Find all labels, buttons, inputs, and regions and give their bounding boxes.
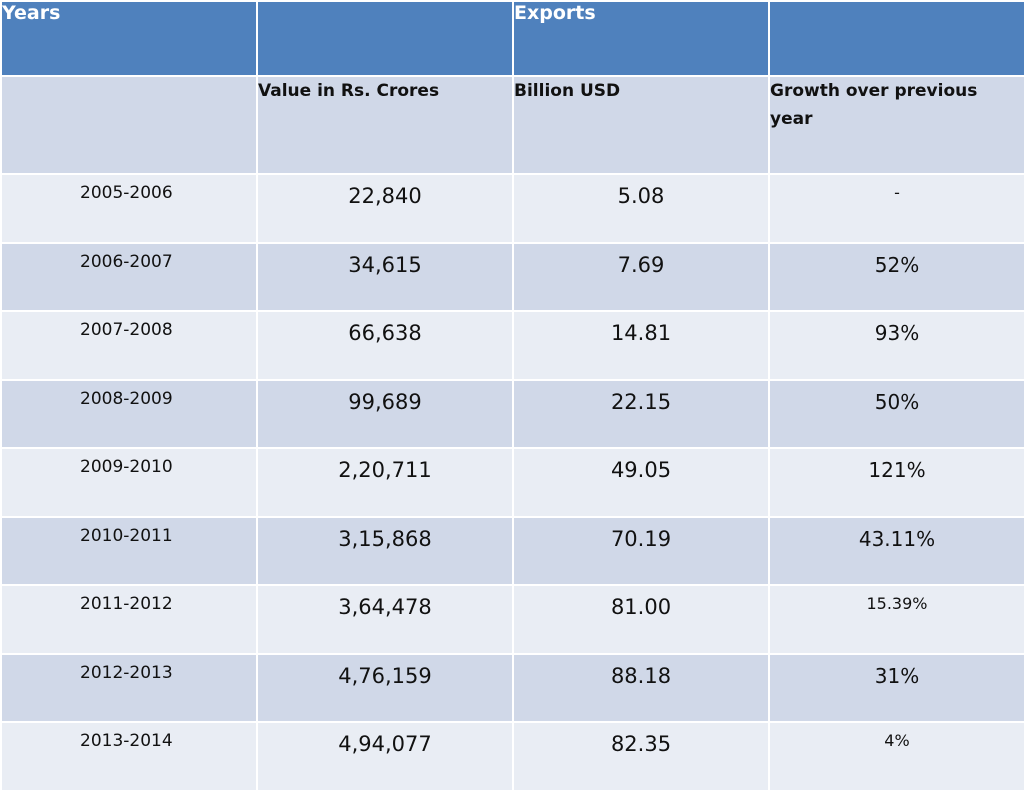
value-cell: 34,615: [256, 241, 514, 312]
year-cell: 2005-2006: [0, 173, 258, 244]
year-cell: 2013-2014: [0, 721, 258, 792]
growth-cell: 31%: [768, 652, 1024, 723]
growth-cell: 43.11%: [768, 515, 1024, 586]
value-cell: 66,638: [256, 310, 514, 381]
usd-cell: 5.08: [512, 173, 770, 244]
table-row: 2008-2009 99,689 22.15 50%: [0, 378, 1024, 449]
header-blank-2: [768, 0, 1024, 77]
value-cell: 3,15,868: [256, 515, 514, 586]
year-cell: 2006-2007: [0, 241, 258, 312]
year-cell: 2007-2008: [0, 310, 258, 381]
usd-cell: 81.00: [512, 584, 770, 655]
growth-cell: 52%: [768, 241, 1024, 312]
header-row: Years Exports: [0, 0, 1024, 77]
table-row: 2012-2013 4,76,159 88.18 31%: [0, 652, 1024, 723]
value-cell: 4,94,077: [256, 721, 514, 792]
table-row: 2013-2014 4,94,077 82.35 4%: [0, 721, 1024, 792]
usd-cell: 49.05: [512, 447, 770, 518]
table-row: 2010-2011 3,15,868 70.19 43.11%: [0, 515, 1024, 586]
value-cell: 3,64,478: [256, 584, 514, 655]
usd-cell: 22.15: [512, 378, 770, 449]
year-cell: 2012-2013: [0, 652, 258, 723]
subheader-value: Value in Rs. Crores: [256, 75, 514, 175]
growth-cell: -: [768, 173, 1024, 244]
year-cell: 2009-2010: [0, 447, 258, 518]
table-row: 2005-2006 22,840 5.08 -: [0, 173, 1024, 244]
growth-cell: 50%: [768, 378, 1024, 449]
growth-cell: 121%: [768, 447, 1024, 518]
usd-cell: 82.35: [512, 721, 770, 792]
year-cell: 2011-2012: [0, 584, 258, 655]
usd-cell: 14.81: [512, 310, 770, 381]
table-row: 2011-2012 3,64,478 81.00 15.39%: [0, 584, 1024, 655]
value-cell: 2,20,711: [256, 447, 514, 518]
year-cell: 2010-2011: [0, 515, 258, 586]
year-cell: 2008-2009: [0, 378, 258, 449]
usd-cell: 88.18: [512, 652, 770, 723]
subheader-blank: [0, 75, 258, 175]
subheader-usd: Billion USD: [512, 75, 770, 175]
value-cell: 22,840: [256, 173, 514, 244]
subheader-row: Value in Rs. Crores Billion USD Growth o…: [0, 75, 1024, 175]
usd-cell: 70.19: [512, 515, 770, 586]
header-exports: Exports: [512, 0, 770, 77]
table-row: 2009-2010 2,20,711 49.05 121%: [0, 447, 1024, 518]
value-cell: 4,76,159: [256, 652, 514, 723]
value-cell: 99,689: [256, 378, 514, 449]
header-years: Years: [0, 0, 258, 77]
header-blank-1: [256, 0, 514, 77]
table-row: 2006-2007 34,615 7.69 52%: [0, 241, 1024, 312]
growth-cell: 15.39%: [768, 584, 1024, 655]
table-row: 2007-2008 66,638 14.81 93%: [0, 310, 1024, 381]
growth-cell: 93%: [768, 310, 1024, 381]
subheader-growth: Growth over previous year: [768, 75, 1024, 175]
growth-cell: 4%: [768, 721, 1024, 792]
usd-cell: 7.69: [512, 241, 770, 312]
